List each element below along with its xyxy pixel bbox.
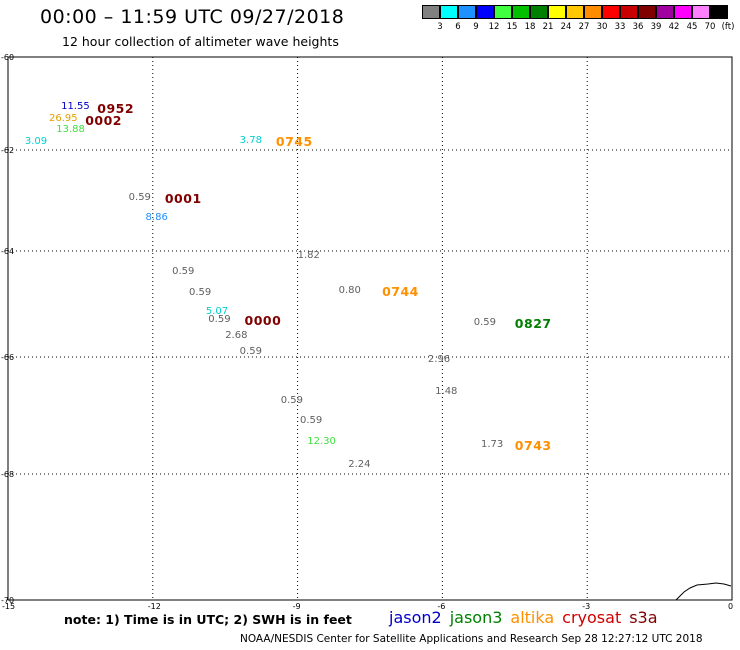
legend-item-jason3: jason3 bbox=[449, 608, 503, 627]
color-scale-swatch bbox=[566, 5, 584, 19]
longitude-tick-label: -3 bbox=[582, 602, 591, 611]
latitude-tick-label: -68 bbox=[1, 470, 15, 479]
pass-time-label: 0002 bbox=[85, 112, 123, 128]
wave-height-value: 11.55 bbox=[61, 101, 90, 113]
color-scale-swatch bbox=[602, 5, 620, 19]
credit-line: NOAA/NESDIS Center for Satellite Applica… bbox=[240, 633, 703, 645]
wave-height-value: 0.59 bbox=[189, 287, 212, 299]
color-scale-swatch bbox=[674, 5, 692, 19]
latitude-tick-label: -70 bbox=[1, 596, 15, 605]
color-scale-label: 9 bbox=[473, 22, 479, 32]
color-scale-swatch bbox=[638, 5, 656, 19]
color-scale-swatch bbox=[620, 5, 638, 19]
longitude-tick-label: -9 bbox=[292, 602, 301, 611]
color-scale-label: 36 bbox=[632, 22, 644, 32]
color-scale-swatch bbox=[440, 5, 458, 19]
longitude-tick-label: -6 bbox=[437, 602, 446, 611]
color-scale-swatch bbox=[422, 5, 440, 19]
pass-time-label: 0745 bbox=[275, 133, 313, 149]
color-scale-swatch bbox=[710, 5, 728, 19]
coastline bbox=[675, 582, 732, 601]
legend-item-cryosat: cryosat bbox=[562, 608, 622, 627]
longitude-tick-label: 0 bbox=[728, 602, 734, 611]
color-scale-label: 70 bbox=[704, 22, 716, 32]
longitude-tick-label: -12 bbox=[147, 602, 161, 611]
map-subtitle: 12 hour collection of altimeter wave hei… bbox=[62, 34, 339, 49]
wave-height-value: 0.80 bbox=[338, 284, 361, 296]
latitude-tick-label: -64 bbox=[1, 247, 15, 256]
color-scale-swatch bbox=[656, 5, 674, 19]
map-title: 00:00 – 11:59 UTC 09/27/2018 bbox=[40, 6, 345, 28]
wave-height-value: 2.24 bbox=[348, 459, 371, 471]
wave-height-value: 13.88 bbox=[56, 124, 85, 136]
latitude-tick-label: -66 bbox=[1, 353, 15, 362]
satellite-legend: jason2 jason3 altika cryosat s3a bbox=[389, 608, 666, 627]
wave-height-value: 0.59 bbox=[208, 313, 231, 325]
color-scale-label: 42 bbox=[668, 22, 680, 32]
wave-height-value: 2.96 bbox=[427, 353, 451, 365]
color-scale-swatch bbox=[476, 5, 494, 19]
latitude-tick-label: -62 bbox=[1, 146, 15, 155]
pass-time-label: 0000 bbox=[244, 312, 282, 328]
wave-height-value: 0.59 bbox=[300, 415, 323, 427]
color-scale-swatch bbox=[692, 5, 710, 19]
color-scale-label: 33 bbox=[614, 22, 626, 32]
wave-height-value: 2.68 bbox=[225, 329, 248, 341]
wave-height-value: 5.07 bbox=[205, 305, 229, 317]
color-scale-label: 27 bbox=[578, 22, 590, 32]
legend-item-jason2: jason2 bbox=[389, 608, 442, 627]
pass-time-label: 0952 bbox=[97, 101, 135, 117]
wave-height-value: 8.86 bbox=[145, 212, 168, 224]
color-scale-label: 21 bbox=[542, 22, 554, 32]
pass-time-label: 0827 bbox=[514, 315, 552, 331]
color-scale-label: 30 bbox=[596, 22, 608, 32]
wave-height-value: 3.78 bbox=[239, 134, 262, 146]
color-scale-swatch bbox=[548, 5, 566, 19]
color-scale-label: (ft) bbox=[721, 22, 735, 32]
latitude-tick-label: -60 bbox=[1, 53, 15, 62]
color-scale-label: 3 bbox=[437, 22, 443, 32]
wave-height-value: 0.59 bbox=[239, 345, 262, 357]
color-scale-label: 24 bbox=[560, 22, 572, 32]
pass-time-label: 0744 bbox=[382, 283, 419, 299]
wave-height-value: 12.30 bbox=[307, 435, 336, 447]
wave-height-value: 1.73 bbox=[481, 438, 504, 450]
wave-height-value: 3.09 bbox=[24, 136, 48, 148]
color-scale-swatch bbox=[530, 5, 548, 19]
wave-height-value: 1.82 bbox=[297, 250, 320, 262]
units-note: note: 1) Time is in UTC; 2) SWH is in fe… bbox=[64, 612, 352, 627]
wave-height-value: 0.59 bbox=[128, 191, 151, 203]
pass-time-label: 0001 bbox=[164, 190, 202, 206]
plot-frame bbox=[7, 56, 733, 601]
color-scale-label: 6 bbox=[455, 22, 461, 32]
wave-height-value: 1.48 bbox=[435, 386, 458, 398]
color-scale-label: 15 bbox=[506, 22, 518, 32]
pass-time-label: 0743 bbox=[514, 437, 552, 453]
longitude-tick-label: -15 bbox=[2, 602, 16, 611]
color-scale-label: 12 bbox=[488, 22, 500, 32]
color-scale-swatch bbox=[458, 5, 476, 19]
legend-item-altika: altika bbox=[510, 608, 555, 627]
color-scale-swatch bbox=[494, 5, 512, 19]
color-scale-swatch bbox=[584, 5, 602, 19]
wave-height-value: 0.59 bbox=[280, 394, 303, 406]
color-scale-label: 39 bbox=[650, 22, 662, 32]
wave-height-value: 0.59 bbox=[473, 316, 497, 328]
legend-item-s3a: s3a bbox=[629, 608, 658, 627]
color-scale-label: 45 bbox=[686, 22, 698, 32]
wave-height-value: 0.59 bbox=[172, 266, 195, 278]
color-scale-label: 18 bbox=[524, 22, 536, 32]
color-scale-swatch bbox=[512, 5, 530, 19]
wave-height-value: 26.95 bbox=[49, 112, 78, 124]
